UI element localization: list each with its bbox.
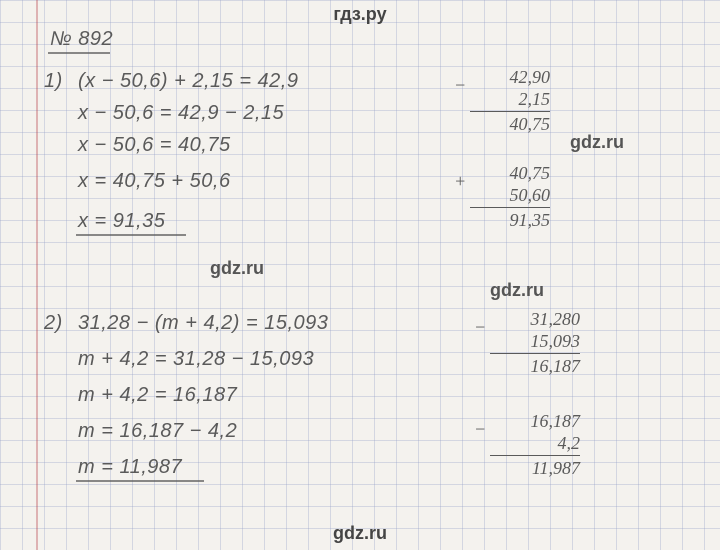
calc-rule — [470, 111, 550, 112]
part2-answer-underline — [76, 480, 204, 482]
part2-line5: m = 11,987 — [78, 456, 182, 479]
part1-line4: x = 40,75 + 50,6 — [78, 170, 231, 193]
part2-calc2: − 16,187 4,2 11,987 — [490, 410, 580, 479]
inline-watermark-2: gdz.ru — [210, 258, 264, 279]
inline-watermark-1: gdz.ru — [570, 132, 624, 153]
calc-operand-a: 40,75 — [470, 162, 550, 184]
part2-line2: m + 4,2 = 31,28 − 15,093 — [78, 348, 314, 371]
calc-operand-b: 50,60 — [470, 184, 550, 206]
problem-number: № 892 — [50, 28, 113, 51]
part1-line1: (x − 50,6) + 2,15 = 42,9 — [78, 70, 298, 93]
part1-calc1: − 42,90 2,15 40,75 — [470, 66, 550, 135]
calc-operand-b: 15,093 — [490, 330, 580, 352]
part2-line4: m = 16,187 − 4,2 — [78, 420, 237, 443]
calc-operand-b: 4,2 — [490, 432, 580, 454]
plus-sign: + — [454, 170, 466, 192]
minus-sign: − — [474, 316, 486, 338]
part1-answer-underline — [76, 234, 186, 236]
calc-rule — [490, 353, 580, 354]
calc-rule — [470, 207, 550, 208]
inline-watermark-3: gdz.ru — [490, 280, 544, 301]
part1-line2: x − 50,6 = 42,9 − 2,15 — [78, 102, 284, 125]
part2-line1: 31,28 − (m + 4,2) = 15,093 — [78, 312, 328, 335]
notebook-margin-line — [36, 0, 38, 550]
part1-line3: x − 50,6 = 40,75 — [78, 134, 231, 157]
header-watermark: гдз.ру — [0, 4, 720, 25]
part2-label: 2) — [44, 312, 63, 335]
part2-calc1: − 31,280 15,093 16,187 — [490, 308, 580, 377]
minus-sign: − — [474, 418, 486, 440]
calc-operand-a: 16,187 — [490, 410, 580, 432]
minus-sign: − — [454, 74, 466, 96]
footer-watermark: gdz.ru — [0, 523, 720, 544]
calc-operand-a: 42,90 — [470, 66, 550, 88]
calc-result: 16,187 — [490, 355, 580, 377]
part1-line5: x = 91,35 — [78, 210, 165, 233]
calc-result: 40,75 — [470, 113, 550, 135]
calc-operand-a: 31,280 — [490, 308, 580, 330]
part1-calc2: + 40,75 50,60 91,35 — [470, 162, 550, 231]
part2-line3: m + 4,2 = 16,187 — [78, 384, 237, 407]
problem-number-underline — [48, 52, 110, 54]
calc-result: 91,35 — [470, 209, 550, 231]
calc-rule — [490, 455, 580, 456]
part1-label: 1) — [44, 70, 63, 93]
calc-operand-b: 2,15 — [470, 88, 550, 110]
calc-result: 11,987 — [490, 457, 580, 479]
